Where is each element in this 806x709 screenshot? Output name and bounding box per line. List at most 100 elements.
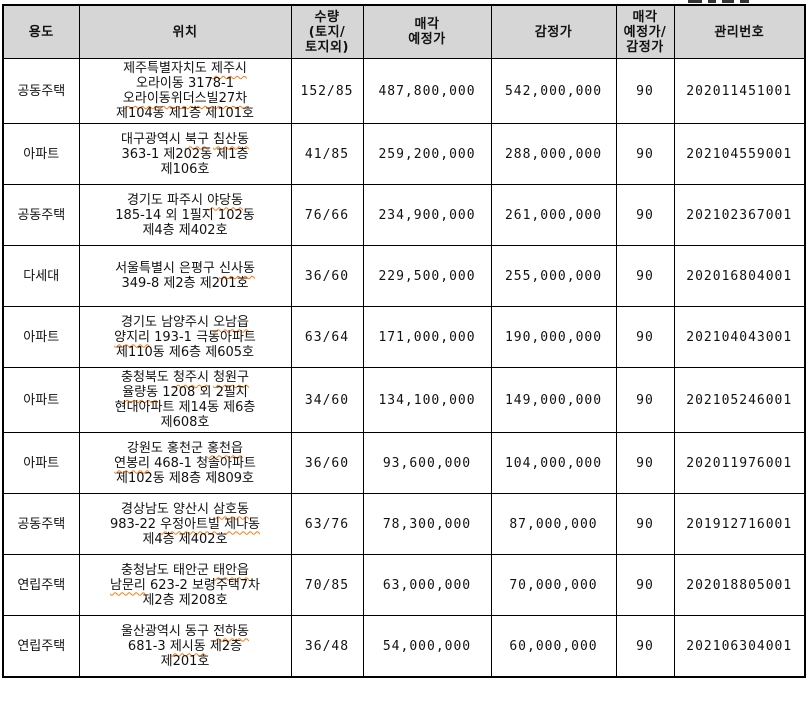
cell-quantity: 152/85	[290, 58, 364, 124]
col-header-appraisal_price: 감정가	[490, 4, 617, 59]
cell-location: 충청남도 태안군 태안읍 남문리 623-2 보령주택7차 제2층 제208호	[78, 554, 292, 616]
cell-location: 경상남도 양산시 삼호동 983-22 우정아트빌 제나동 제4층 제402호	[78, 493, 292, 555]
spellcheck-underlined-word: 제시동	[169, 638, 206, 654]
location-line: 충청북도 청주시 청원구	[121, 370, 249, 385]
cell-usage: 연립주택	[2, 615, 80, 678]
cell-location: 제주특별자치도 제주시 오라이동 3178-1 오라이동위더스빌27차 제104동 제…	[78, 58, 292, 124]
col-header-mgmt_no: 관리번호	[673, 4, 806, 59]
location-line: 제4층 제402호	[142, 531, 228, 547]
location-line: 363-1 제202동 제1층	[121, 146, 249, 162]
cell-ratio: 90	[615, 493, 675, 555]
spellcheck-underlined-word: 야당동	[207, 192, 243, 208]
location-line: 양지리 193-1 극동아파트	[114, 329, 256, 345]
table-row: 연립주택 울산광역시 동구 전하동 681-3 제시동 제2층 제201호 36/48 5…	[2, 615, 806, 678]
spellcheck-underlined-word: 연봉리	[114, 455, 150, 471]
spellcheck-underlined-word: 침산동	[213, 131, 249, 147]
spellcheck-underlined-word: 청원구	[213, 370, 249, 385]
cell-expected_price: 78,300,000	[362, 493, 492, 555]
cell-expected_price: 134,100,000	[362, 367, 492, 433]
cell-expected_price: 487,800,000	[362, 58, 492, 124]
table-row: 아파트 충청북도 청주시 청원구 율량동 1208 외 2필지 현대아파트 제14동 …	[2, 367, 806, 433]
table-row: 연립주택 충청남도 태안군 태안읍 남문리 623-2 보령주택7차 제2층 제208…	[2, 554, 806, 616]
location-line: 제104동 제1층 제101호	[116, 106, 254, 121]
cell-ratio: 90	[615, 367, 675, 433]
cell-usage: 아파트	[2, 367, 80, 433]
cell-appraisal_price: 60,000,000	[490, 615, 617, 678]
cell-appraisal_price: 255,000,000	[490, 245, 617, 307]
cell-ratio: 90	[615, 615, 675, 678]
location-line: 제106호	[160, 161, 210, 177]
spellcheck-underlined-word: 삼호동	[213, 501, 249, 517]
spellcheck-underlined-word: 제주시	[210, 61, 247, 76]
location-line: 경기도 파주시 야당동	[127, 192, 243, 208]
cell-quantity: 36/48	[290, 615, 364, 678]
cell-location: 강원도 홍천군 홍천읍 연봉리 468-1 청솔아파트 제102동 제8층 제809…	[78, 432, 292, 494]
table-header: 용도 위치 수량 (토지/ 토지외) 매각 예정가 감정가 매각 예정가/ 감정가 관리번호	[2, 4, 806, 59]
cell-expected_price: 229,500,000	[362, 245, 492, 307]
cell-usage: 아파트	[2, 432, 80, 494]
location-line: 연봉리 468-1 청솔아파트	[114, 455, 256, 471]
spellcheck-underlined-word: 홍천읍	[207, 440, 243, 456]
location-line: 오라이동 3178-1	[135, 76, 235, 91]
cell-mgmt_no: 201912716001	[673, 493, 806, 555]
table-row: 아파트 강원도 홍천군 홍천읍 연봉리 468-1 청솔아파트 제102동 제8층 제…	[2, 432, 806, 494]
table-row: 공동주택 제주특별자치도 제주시 오라이동 3178-1 오라이동위더스빌27차 제10…	[2, 58, 806, 124]
cell-usage: 공동주택	[2, 58, 80, 124]
col-header-ratio: 매각 예정가/ 감정가	[615, 4, 675, 59]
location-line: 983-22 우정아트빌 제나동	[109, 516, 261, 532]
col-header-location: 위치	[78, 4, 292, 59]
cell-usage: 다세대	[2, 245, 80, 307]
cell-quantity: 36/60	[290, 245, 364, 307]
spellcheck-underlined-word: 제나동	[224, 516, 261, 532]
header-row: 용도 위치 수량 (토지/ 토지외) 매각 예정가 감정가 매각 예정가/ 감정가 관리번호	[2, 4, 806, 59]
table-row: 아파트 경기도 남양주시 오남읍 양지리 193-1 극동아파트 제110동 제6층 …	[2, 306, 806, 368]
cell-location: 경기도 파주시 야당동 185-14 외 1필지 102동 제4층 제402호	[78, 184, 292, 246]
location-line: 대구광역시 북구 침산동	[121, 131, 249, 147]
table-row: 공동주택 경기도 파주시 야당동 185-14 외 1필지 102동 제4층 제402…	[2, 184, 806, 246]
location-line: 오라이동위더스빌27차	[82, 91, 289, 106]
cell-ratio: 90	[615, 184, 675, 246]
cell-expected_price: 171,000,000	[362, 306, 492, 368]
cell-location: 대구광역시 북구 침산동 363-1 제202동 제1층 제106호	[78, 123, 292, 185]
cell-ratio: 90	[615, 554, 675, 616]
table-row: 공동주택 경상남도 양산시 삼호동 983-22 우정아트빌 제나동 제4층 제402…	[2, 493, 806, 555]
location-line: 강원도 홍천군 홍천읍	[127, 440, 243, 456]
auction-table: 용도 위치 수량 (토지/ 토지외) 매각 예정가 감정가 매각 예정가/ 감정가 관리번호…	[2, 4, 806, 678]
cell-quantity: 36/60	[290, 432, 364, 494]
spellcheck-underlined-word: 우정아트빌	[160, 516, 220, 532]
cell-usage: 연립주택	[2, 554, 80, 616]
location-line: 서울특별시 은평구 신사동	[115, 261, 255, 276]
cell-quantity: 41/85	[290, 123, 364, 185]
cell-ratio: 90	[615, 245, 675, 307]
table-body: 공동주택 제주특별자치도 제주시 오라이동 3178-1 오라이동위더스빌27차 제10…	[2, 58, 806, 678]
spellcheck-underlined-word: 율량동	[122, 385, 159, 400]
cell-ratio: 90	[615, 58, 675, 124]
cell-appraisal_price: 149,000,000	[490, 367, 617, 433]
cell-location: 경기도 남양주시 오남읍 양지리 193-1 극동아파트 제110동 제6층 제60…	[78, 306, 292, 368]
spellcheck-underlined-word: 청주시	[173, 370, 209, 385]
col-header-expected_price: 매각 예정가	[362, 4, 492, 59]
location-line: 제608호	[160, 415, 210, 430]
cell-appraisal_price: 261,000,000	[490, 184, 617, 246]
cell-mgmt_no: 202104043001	[673, 306, 806, 368]
cell-appraisal_price: 104,000,000	[490, 432, 617, 494]
cell-mgmt_no: 202011451001	[673, 58, 806, 124]
table-row: 아파트 대구광역시 북구 침산동 363-1 제202동 제1층 제106호 41/85…	[2, 123, 806, 185]
cell-expected_price: 259,200,000	[362, 123, 492, 185]
cell-mgmt_no: 202016804001	[673, 245, 806, 307]
location-line: 경상남도 양산시 삼호동	[121, 501, 249, 517]
cell-expected_price: 54,000,000	[362, 615, 492, 678]
location-line: 현대아파트 제14동 제6층	[114, 400, 256, 415]
cell-appraisal_price: 190,000,000	[490, 306, 617, 368]
cell-usage: 공동주택	[2, 493, 80, 555]
cell-location: 서울특별시 은평구 신사동 349-8 제2층 제201호	[78, 245, 292, 307]
cell-ratio: 90	[615, 432, 675, 494]
location-line: 681-3 제시동 제2층	[127, 638, 243, 654]
spellcheck-underlined-word: 신사동	[219, 261, 255, 276]
cell-mgmt_no: 202018805001	[673, 554, 806, 616]
cell-mgmt_no: 202104559001	[673, 123, 806, 185]
cell-quantity: 70/85	[290, 554, 364, 616]
cell-mgmt_no: 202102367001	[673, 184, 806, 246]
spellcheck-underlined-word: 태안읍	[213, 562, 249, 578]
